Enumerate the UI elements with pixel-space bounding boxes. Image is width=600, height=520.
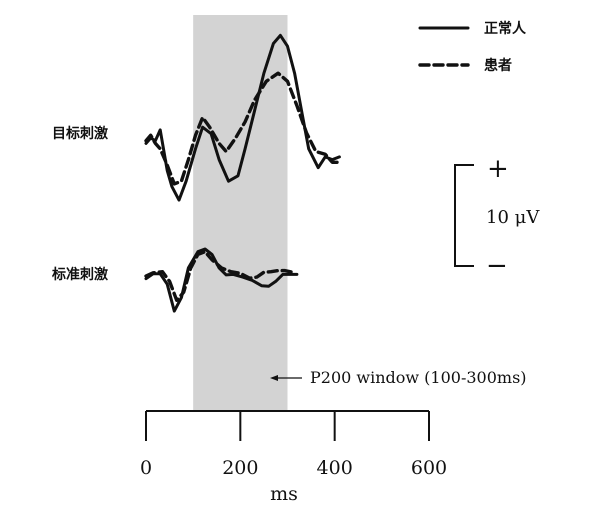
legend: 正常人 患者 bbox=[418, 20, 527, 74]
x-tick-label-200: 200 bbox=[222, 457, 258, 479]
series-standard-patient bbox=[144, 250, 294, 302]
traces bbox=[144, 33, 341, 313]
annotation-text: P200 window (100-300ms) bbox=[310, 368, 527, 387]
p200-window-shade bbox=[193, 15, 288, 411]
series-target-patient bbox=[144, 71, 339, 186]
x-axis: 0 200 400 600 bbox=[140, 410, 447, 479]
scale-bar-line bbox=[454, 164, 474, 267]
annotation-arrow-head bbox=[270, 375, 278, 381]
scale-bar-plus: + bbox=[487, 154, 509, 184]
x-tick-label-0: 0 bbox=[140, 457, 152, 479]
legend-label-patient: 患者 bbox=[484, 57, 512, 74]
condition-label-standard: 标准刺激 bbox=[51, 266, 108, 283]
x-tick-label-600: 600 bbox=[411, 457, 447, 479]
annotation: P200 window (100-300ms) bbox=[270, 368, 527, 387]
scale-bar-minus: − bbox=[486, 251, 508, 281]
x-tick-label-400: 400 bbox=[317, 457, 353, 479]
scale-bar-label: 10 μV bbox=[486, 207, 540, 228]
scale-bar: + − 10 μV bbox=[454, 154, 540, 281]
condition-label-target: 目标刺激 bbox=[52, 125, 108, 142]
legend-label-normal: 正常人 bbox=[484, 20, 527, 37]
x-axis-label: ms bbox=[270, 483, 298, 505]
